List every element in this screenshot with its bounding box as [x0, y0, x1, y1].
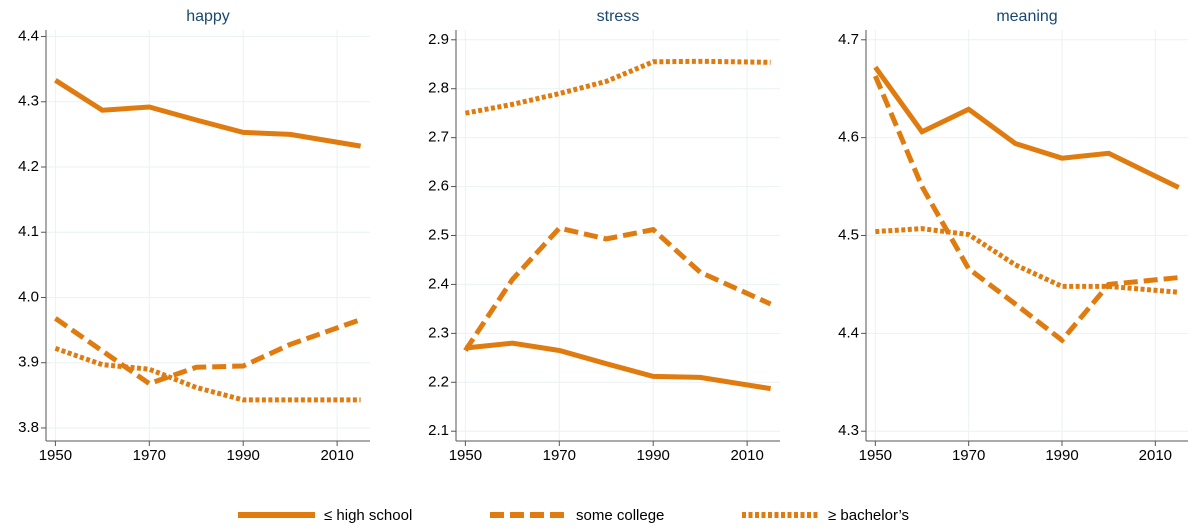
series-line [54, 346, 361, 403]
y-tick-label: 2.9 [428, 31, 449, 48]
y-tick-label: 4.4 [838, 324, 859, 341]
y-tick-label: 4.7 [838, 31, 859, 48]
y-tick-label: 2.7 [428, 129, 449, 146]
y-tick-label: 4.0 [18, 288, 39, 305]
y-tick-label: 2.2 [428, 373, 449, 390]
y-tick-label: 4.4 [18, 27, 39, 44]
series-line [873, 75, 1179, 344]
x-tick-label: 1950 [39, 447, 72, 464]
y-tick-label: 3.9 [18, 354, 39, 371]
x-tick-label: 1950 [859, 447, 892, 464]
x-tick-label: 1990 [1045, 447, 1078, 464]
x-tick-label: 2010 [730, 447, 763, 464]
legend-label: ≤ high school [324, 507, 412, 524]
x-tick-label: 1990 [227, 447, 260, 464]
y-tick-label: 2.8 [428, 80, 449, 97]
panel-title: stress [597, 8, 640, 25]
panel-title: happy [186, 8, 230, 25]
y-tick-label: 2.6 [428, 178, 449, 195]
series-line [875, 226, 1179, 295]
y-tick-label: 4.5 [838, 226, 859, 243]
y-tick-label: 2.1 [428, 422, 449, 439]
panel-title: meaning [996, 8, 1057, 25]
x-tick-label: 1950 [449, 447, 482, 464]
x-tick-label: 1970 [952, 447, 985, 464]
y-tick-label: 4.2 [18, 158, 39, 175]
y-tick-label: 4.1 [18, 223, 39, 240]
x-tick-label: 1970 [133, 447, 166, 464]
series-line [463, 225, 772, 352]
series-line [54, 78, 362, 149]
y-tick-label: 2.3 [428, 324, 449, 341]
series-line [464, 58, 771, 116]
legend-label: some college [576, 507, 664, 524]
x-tick-label: 2010 [1139, 447, 1172, 464]
y-tick-label: 2.4 [428, 275, 449, 292]
x-tick-label: 2010 [320, 447, 353, 464]
legend-label: ≥ bachelor’s [828, 507, 909, 524]
y-tick-label: 2.5 [428, 226, 449, 243]
y-tick-label: 4.6 [838, 129, 859, 146]
series-line [465, 340, 772, 392]
y-tick-label: 4.3 [838, 422, 859, 439]
series-line [873, 65, 1180, 190]
x-tick-label: 1990 [637, 447, 670, 464]
y-tick-label: 3.8 [18, 419, 39, 436]
y-tick-label: 4.3 [18, 93, 39, 110]
series-line [53, 316, 362, 387]
x-tick-label: 1970 [543, 447, 576, 464]
